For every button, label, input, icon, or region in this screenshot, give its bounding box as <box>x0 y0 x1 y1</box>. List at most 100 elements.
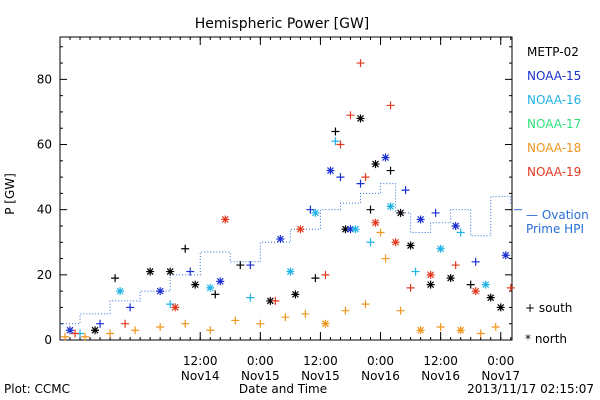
data-point <box>331 137 340 146</box>
y-tick-label: 60 <box>37 138 52 152</box>
y-axis-label: P [GW] <box>3 173 17 215</box>
data-point <box>291 290 300 299</box>
legend-entry: NOAA-19 <box>527 165 581 179</box>
data-point <box>436 244 445 253</box>
data-point <box>341 306 350 315</box>
data-point <box>266 296 275 305</box>
legend-entry: NOAA-18 <box>527 141 581 155</box>
data-point <box>491 322 500 331</box>
x-tick-time-label: 0:00 <box>367 354 394 368</box>
data-point <box>381 254 390 263</box>
x-tick-time-label: 12:00 <box>183 354 218 368</box>
data-point <box>166 267 175 276</box>
data-point <box>321 319 330 328</box>
data-point <box>386 101 395 110</box>
x-tick-time-label: 0:00 <box>247 354 274 368</box>
data-point <box>391 238 400 247</box>
data-point <box>106 329 115 338</box>
x-tick-date-label: Nov15 <box>301 369 340 383</box>
data-point <box>186 267 195 276</box>
data-point <box>351 225 360 234</box>
data-point <box>276 235 285 243</box>
data-point <box>331 127 340 136</box>
data-point <box>216 277 225 286</box>
x-tick-time-label: 12:00 <box>423 354 458 368</box>
data-point <box>166 300 175 309</box>
x-tick-time-label: 12:00 <box>303 354 338 368</box>
data-point <box>321 270 330 279</box>
data-point <box>121 319 130 328</box>
data-point <box>376 228 385 237</box>
data-point <box>406 283 415 292</box>
data-point <box>206 283 215 292</box>
data-point <box>371 160 380 169</box>
data-point <box>396 208 405 217</box>
data-point <box>311 274 320 283</box>
y-tick-label: 40 <box>37 203 52 217</box>
timestamp-label: 2013/11/17 02:15:07 <box>467 382 594 396</box>
data-point <box>416 215 425 224</box>
data-point <box>81 332 90 341</box>
data-point <box>471 257 480 266</box>
data-point <box>126 303 135 312</box>
y-tick-label: 0 <box>44 333 52 347</box>
data-point <box>501 251 510 260</box>
data-point <box>146 267 155 276</box>
data-point <box>306 205 315 214</box>
data-point <box>311 208 320 217</box>
data-point <box>396 306 405 315</box>
data-point <box>296 225 305 234</box>
ovation-model-line <box>60 183 512 325</box>
data-point <box>206 326 215 335</box>
plot-source-label: Plot: CCMC <box>4 382 70 396</box>
data-point <box>371 218 380 227</box>
legend-model-label: — Ovation <box>526 208 589 222</box>
data-point <box>336 140 345 149</box>
data-point <box>236 261 245 270</box>
data-point <box>496 303 505 312</box>
data-point <box>346 111 355 120</box>
data-point <box>281 313 290 322</box>
data-point <box>271 296 280 305</box>
data-point <box>156 287 165 296</box>
data-point <box>466 280 475 289</box>
data-point <box>451 221 460 230</box>
data-point <box>246 261 255 270</box>
data-point <box>446 274 455 283</box>
data-point <box>406 241 415 250</box>
data-point <box>476 329 485 338</box>
data-point <box>386 166 395 175</box>
data-point <box>181 319 190 328</box>
data-point <box>456 228 465 237</box>
data-point <box>436 322 445 331</box>
data-point <box>341 225 350 234</box>
data-point <box>246 293 255 302</box>
data-point <box>451 261 460 270</box>
x-tick-date-label: Nov14 <box>181 369 220 383</box>
data-point <box>356 114 365 123</box>
data-point <box>471 287 480 296</box>
data-point <box>361 173 370 182</box>
data-point <box>381 153 390 162</box>
x-axis-label: Date and Time <box>239 382 327 396</box>
data-point <box>401 186 410 195</box>
data-point <box>171 303 180 312</box>
data-point <box>361 300 370 309</box>
data-point <box>191 280 200 289</box>
data-point <box>116 287 125 296</box>
x-tick-date-label: Nov17 <box>481 369 520 383</box>
data-point <box>286 267 295 276</box>
data-point <box>411 267 420 276</box>
data-point <box>366 238 375 247</box>
data-point <box>61 332 70 341</box>
data-point <box>386 202 395 211</box>
legend: METP-02 NOAA-15 NOAA-16 NOAA-17 NOAA-18 NOAA-… <box>514 45 589 346</box>
data-point <box>356 179 365 188</box>
data-point <box>301 309 310 318</box>
x-tick-date-label: Nov15 <box>241 369 280 383</box>
data-point <box>231 316 240 325</box>
x-tick-date-label: Nov16 <box>361 369 400 383</box>
x-tick-date-label: Nov16 <box>421 369 460 383</box>
y-tick-label: 80 <box>37 72 52 86</box>
legend-entry: NOAA-17 <box>527 117 581 131</box>
